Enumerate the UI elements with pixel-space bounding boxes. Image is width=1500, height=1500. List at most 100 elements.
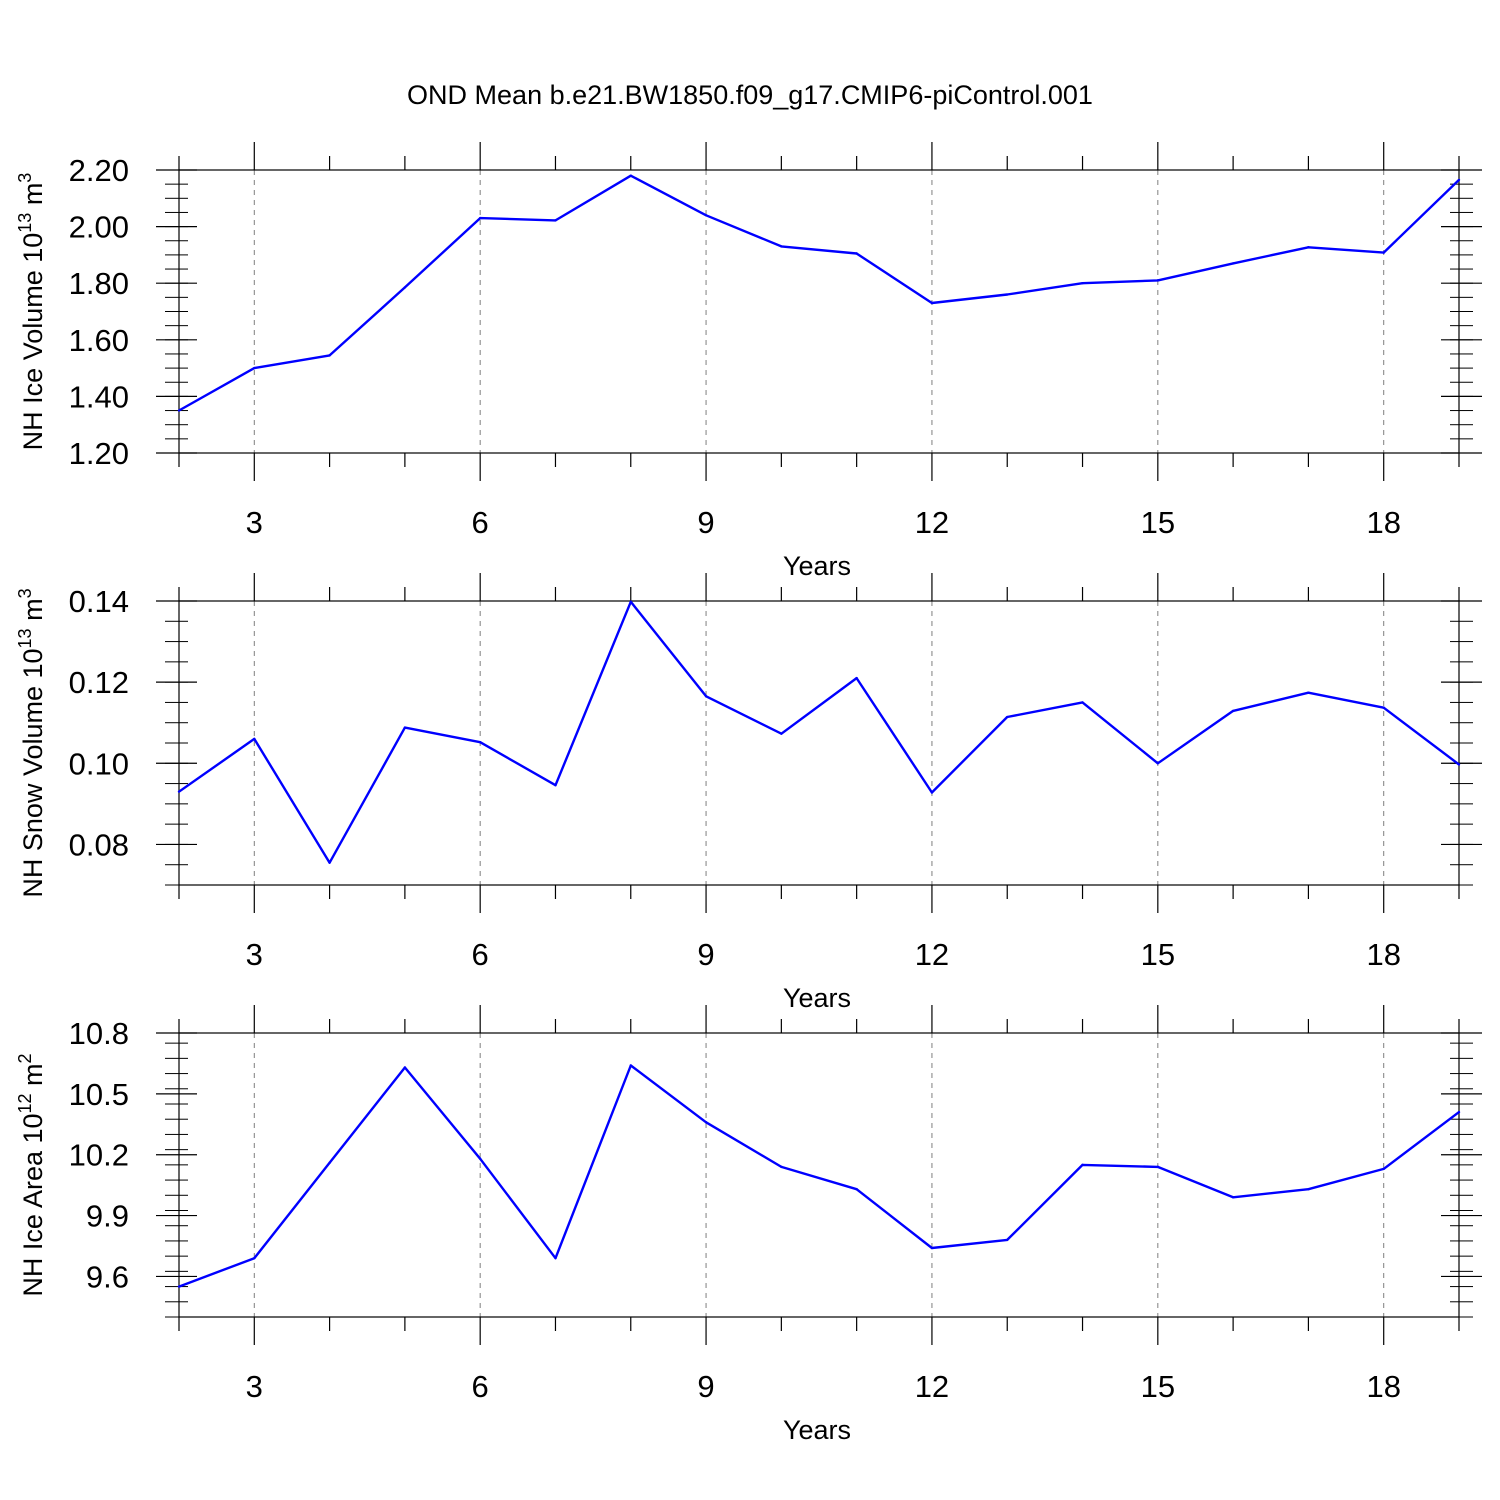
data-point [478,216,482,220]
series-line [178,1064,1460,1288]
data-point [855,676,858,680]
data-point [855,1188,858,1191]
y-tick-label: 1.60 [69,323,129,358]
data-point [1156,762,1160,765]
data-point [1081,282,1084,285]
data-point [1081,701,1084,704]
y-tick-label: 1.40 [69,379,129,414]
plot-frame [178,1032,1460,1318]
data-point [1382,706,1385,709]
y-tick-label: 10.2 [69,1138,129,1173]
data-point [478,1157,482,1160]
x-tick-label: 9 [697,937,714,972]
data-point [1156,1165,1160,1169]
y-tick-label: 0.08 [69,827,129,862]
x-tick-label: 9 [697,1369,714,1404]
y-tick-label: 1.20 [69,436,129,471]
data-point [403,286,407,289]
data-point [478,740,482,744]
series-line [178,174,1460,412]
data-point [1156,279,1160,282]
data-point [930,301,934,305]
data-point [328,1161,331,1165]
data-point [629,1064,632,1067]
data-point [403,1066,407,1069]
x-tick-label: 3 [246,937,263,972]
data-point [1081,1163,1084,1167]
data-point [403,726,407,729]
data-point [554,219,557,222]
data-point [1457,1110,1461,1114]
x-tick-label: 6 [472,937,489,972]
data-point [629,600,632,604]
data-point [554,783,557,787]
data-point [1457,763,1461,766]
panel-snow-volume: 3 6 9 12 15 18 Years 0.08 0.10 0.12 0.14 NH Snow Vo… [15,573,1482,1013]
y-axis-title: NH Ice Volume 1013 m3 [15,173,48,451]
y-tick-label: 0.10 [69,746,129,781]
x-tick-label: 12 [915,1369,949,1404]
data-point [930,1246,934,1250]
data-point [704,214,708,217]
y-tick-label: 2.20 [69,153,129,188]
data-point [780,732,783,735]
y-tick-label: 1.80 [69,266,129,301]
x-axis-title: Years [783,1415,851,1445]
data-point [1231,709,1235,713]
x-tick-label: 9 [697,505,714,540]
plot-frame [178,169,1460,454]
x-tick-label: 6 [472,505,489,540]
data-point [1006,715,1009,719]
y-tick-label: 10.5 [69,1077,129,1112]
x-tick-label: 18 [1366,937,1400,972]
data-point [1382,251,1385,254]
y-tick-label: 0.14 [69,584,129,619]
x-tick-label: 12 [915,937,949,972]
data-point [1231,1196,1235,1199]
x-tick-label: 6 [472,1369,489,1404]
panel-ice-area: 3 6 9 12 15 18 Years 9.6 9.9 10.2 10.5 10.8 NH Ice A… [15,1005,1482,1445]
data-point [1382,1167,1385,1171]
data-point [1307,691,1310,694]
plot-frame [178,600,1460,886]
panel-ice-volume: 3 6 9 12 15 18 Years 1.20 1.40 1.60 1.80 2.00 2.20 NH… [15,142,1482,581]
data-point [554,1256,557,1260]
data-point [629,174,632,177]
y-axis-title: NH Ice Area 1012 m2 [15,1053,48,1296]
data-point [177,409,181,412]
x-axis-title: Years [783,983,851,1013]
x-tick-label: 18 [1366,505,1400,540]
data-point [780,1165,783,1169]
data-point [1231,262,1235,265]
y-tick-label: 9.9 [86,1199,129,1234]
series-line [178,600,1460,864]
data-point [1307,246,1310,249]
data-point [1307,1188,1310,1191]
data-point [253,737,256,741]
y-tick-label: 10.8 [69,1016,129,1051]
x-tick-label: 15 [1141,1369,1175,1404]
data-point [704,695,708,698]
data-point [328,354,331,357]
data-point [1457,178,1461,182]
chart-title: OND Mean b.e21.BW1850.f09_g17.CMIP6-piCo… [407,80,1093,110]
x-tick-label: 15 [1141,505,1175,540]
data-point [253,366,256,370]
data-point [1006,293,1009,296]
x-axis-title: Years [783,551,851,581]
data-point [328,861,331,864]
data-point [780,245,783,248]
data-point [1006,1238,1009,1242]
data-point [177,790,181,793]
data-point [855,252,858,255]
x-tick-label: 3 [246,1369,263,1404]
data-point [253,1256,256,1260]
y-axis-title: NH Snow Volume 1013 m3 [15,588,48,897]
data-point [704,1121,708,1124]
x-tick-label: 18 [1366,1369,1400,1404]
x-tick-label: 3 [246,505,263,540]
data-point [930,791,934,794]
y-tick-label: 9.6 [86,1259,129,1294]
x-tick-label: 15 [1141,937,1175,972]
